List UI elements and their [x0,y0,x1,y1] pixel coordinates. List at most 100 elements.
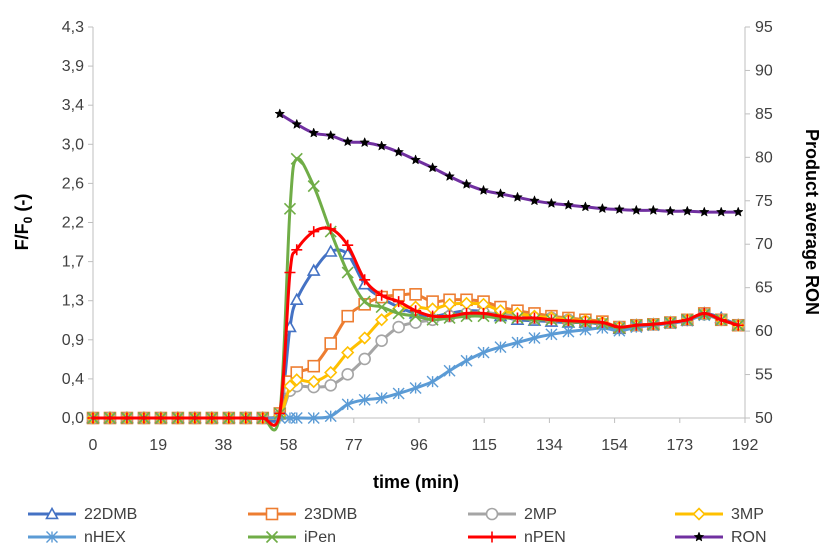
data-point-npen [562,315,574,327]
y-left-tick-label: 0,9 [62,332,84,349]
data-point-nhex [341,398,354,411]
data-point-npen [206,412,218,424]
data-point-3mp [283,379,297,393]
data-point-nhex [358,393,371,406]
data-point-nhex [528,331,541,344]
legend-item-ron: RON [675,529,767,546]
x-tick-label: 58 [280,437,298,454]
legend-marker-22dmb [45,506,59,520]
data-point-npen [155,412,167,424]
data-point-npen [325,223,337,235]
legend-marker-23dmb [265,507,279,521]
data-point-ron [613,203,625,215]
y-left-tick-label: 3,9 [62,58,84,75]
series-ron [274,108,744,217]
data-point-ron [512,191,523,202]
legend-item-2mp: 2MP [468,506,557,523]
x-tick-label: 19 [149,437,167,454]
x-tick-label: 154 [601,437,628,454]
data-point-npen [732,319,744,331]
legend-item-npen: nPEN [468,529,566,546]
legend: 22DMB 23DMB 2MP 3MP nHEX iPen nPEN RON [28,506,767,546]
data-point-nhex [562,325,575,338]
data-point-22dmb [289,292,304,305]
data-point-npen [223,412,235,424]
data-point-3mp [442,297,457,311]
data-point-npen [104,412,116,424]
y-left-tick-label: 1,3 [62,293,84,310]
data-point-npen [511,312,523,324]
data-point-23dmb [409,288,422,301]
x-tick-label: 38 [215,437,233,454]
y-axis-left-label-sub: 0 [21,216,35,223]
legend-marker-3mp [692,507,706,521]
legend-label-ipen: iPen [304,529,336,546]
legend-label-2mp: 2MP [524,506,557,523]
data-point-nhex [392,387,405,400]
y-right-tick-label: 90 [755,62,773,79]
data-point-2mp [324,378,338,392]
data-point-22dmb [323,244,338,257]
y-left-tick-label: 1,7 [62,254,84,271]
data-point-npen [647,318,659,330]
data-point-ron [664,205,676,216]
x-tick-label: 173 [666,437,693,454]
data-point-ron [308,127,320,138]
data-point-3mp [358,331,372,345]
data-point-ron [342,136,354,147]
y-left-tick-label: 4,3 [62,19,84,36]
data-point-3mp [375,313,389,327]
data-point-ron [715,206,727,217]
data-point-ron [410,154,422,165]
y-left-tick-label: 3,4 [62,97,84,114]
legend-label-npen: nPEN [524,529,566,546]
data-point-nhex [545,328,558,341]
legend-item-ipen: iPen [248,529,336,546]
data-point-nhex [460,354,473,367]
data-point-nhex [443,364,456,377]
legend-label-3mp: 3MP [731,506,764,523]
data-point-npen [284,267,296,279]
data-point-npen [664,317,676,329]
legend-label-ron: RON [731,529,767,546]
data-point-ron [359,136,371,148]
data-point-npen [138,412,150,424]
legend-item-3mp: 3MP [675,506,764,523]
data-point-ipen [392,307,405,320]
x-tick-label: 192 [732,437,759,454]
data-point-nhex [409,381,422,394]
data-point-npen [444,310,456,322]
data-point-ipen [358,295,371,308]
data-point-ron [427,162,438,173]
data-point-npen [257,412,269,424]
data-point-npen [87,412,99,424]
y-right-tick-label: 55 [755,367,773,384]
data-point-ron [393,146,405,157]
data-point-23dmb [307,359,321,373]
y-right-tick-label: 70 [755,236,773,253]
data-point-2mp [375,334,388,348]
data-point-ron [579,201,591,212]
data-point-npen [596,317,608,329]
data-point-ron [529,195,540,206]
data-point-2mp [409,316,422,329]
series-npen [87,223,744,427]
legend-item-22dmb: 22DMB [28,506,137,523]
data-point-ron [563,199,574,210]
data-point-ipen [375,300,388,314]
data-point-ron [274,108,286,119]
data-point-nhex [511,336,524,349]
data-point-3mp [324,365,338,380]
y-left-tick-label: 2,2 [62,215,84,232]
data-point-ron [376,140,388,151]
y-axis-left-label-suffix: (-) [12,194,32,217]
data-point-ron [461,178,472,189]
data-point-ron [630,204,642,215]
data-point-3mp [290,373,304,387]
data-point-npen [579,316,591,328]
x-axis-label: time (min) [373,472,459,492]
data-point-npen [478,307,490,319]
data-point-ron [596,202,608,214]
